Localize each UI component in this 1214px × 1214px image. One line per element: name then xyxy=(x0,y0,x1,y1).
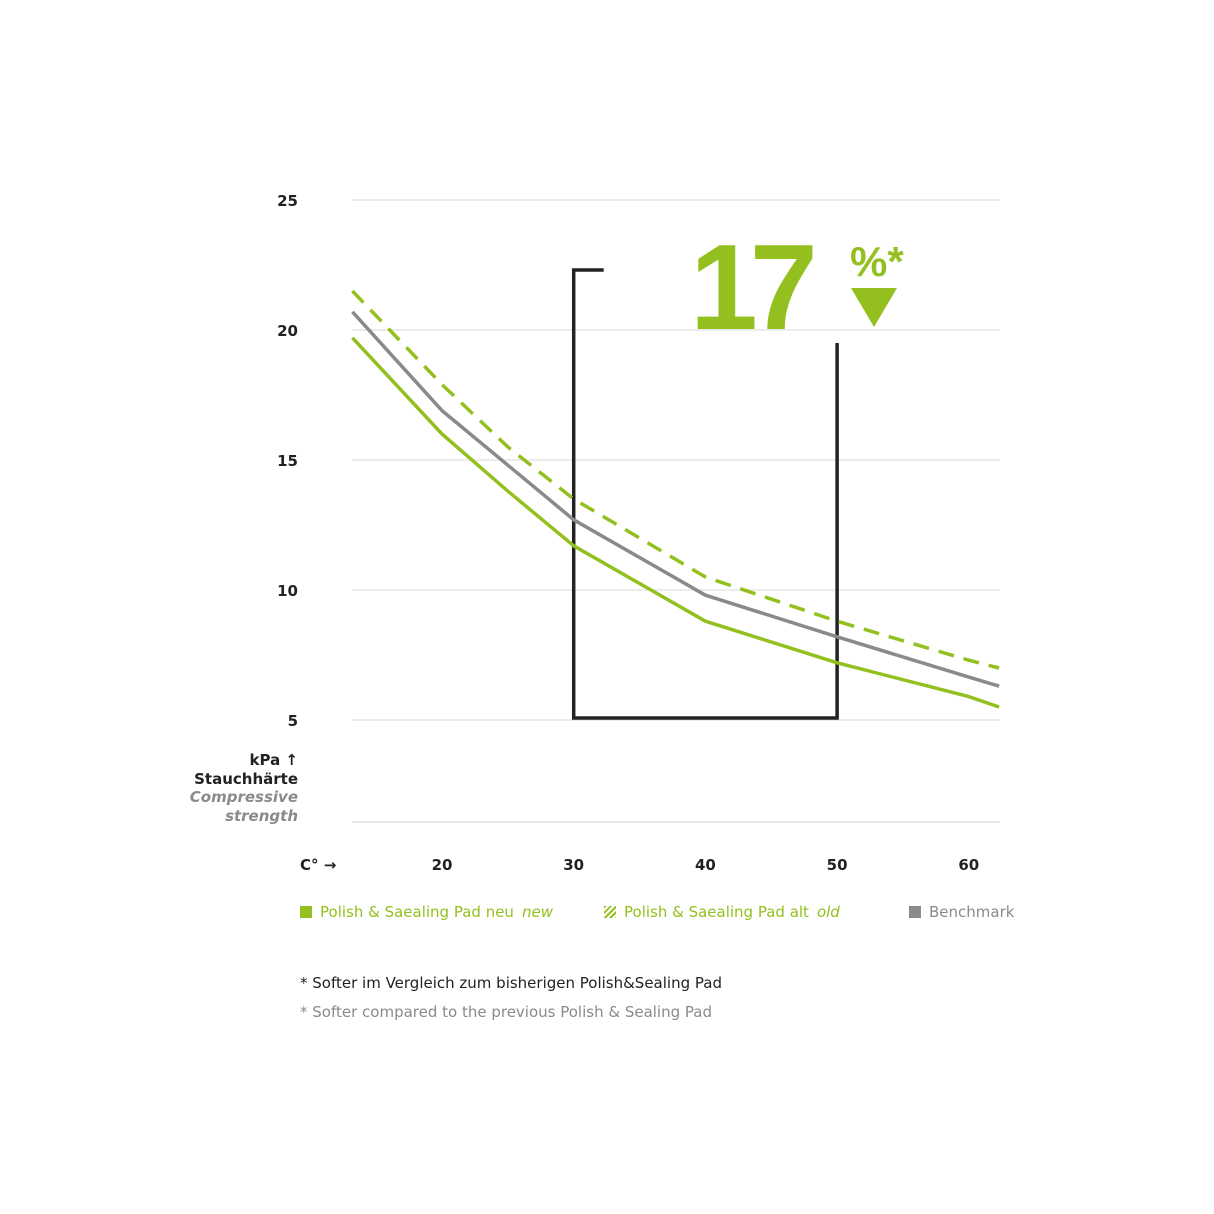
series-line-0 xyxy=(351,336,1000,709)
x-tick-label: 30 xyxy=(563,856,584,874)
y-axis-unit: kPa ↑ xyxy=(249,751,299,769)
legend-swatch-solid xyxy=(300,906,312,918)
y-axis-label-en: Compressive xyxy=(189,788,298,806)
x-tick-label: 50 xyxy=(827,856,848,874)
legend-swatch-gray xyxy=(909,906,921,918)
x-tick-label: 20 xyxy=(432,856,453,874)
y-axis-label-de: Stauchhärte xyxy=(194,770,298,788)
annotation-suffix: %* xyxy=(850,238,904,285)
y-tick-label: 20 xyxy=(277,322,298,340)
y-tick-label: 5 xyxy=(288,712,298,730)
y-tick-label: 25 xyxy=(277,192,298,210)
legend-swatch-hatched xyxy=(604,906,616,918)
legend-item-new: Polish & Saealing Pad neu new xyxy=(300,903,553,921)
legend-item-old: Polish & Saealing Pad alt old xyxy=(604,903,840,921)
annotation-value: 17 xyxy=(690,219,813,355)
series-line-1 xyxy=(351,289,1000,670)
legend-item-benchmark: Benchmark xyxy=(909,903,1014,921)
down-arrow-icon xyxy=(851,288,897,327)
x-axis-label: C° → xyxy=(300,856,336,874)
footnote-en: * Softer compared to the previous Polish… xyxy=(300,1003,712,1021)
y-tick-label: 10 xyxy=(277,582,298,600)
x-tick-label: 60 xyxy=(958,856,979,874)
y-axis-label-en-2: strength xyxy=(225,807,298,825)
y-tick-label: 15 xyxy=(277,452,298,470)
comparison-bracket xyxy=(571,268,839,720)
series-line-2 xyxy=(351,310,1000,688)
footnote-de: * Softer im Vergleich zum bisherigen Pol… xyxy=(300,974,722,992)
x-tick-label: 40 xyxy=(695,856,716,874)
